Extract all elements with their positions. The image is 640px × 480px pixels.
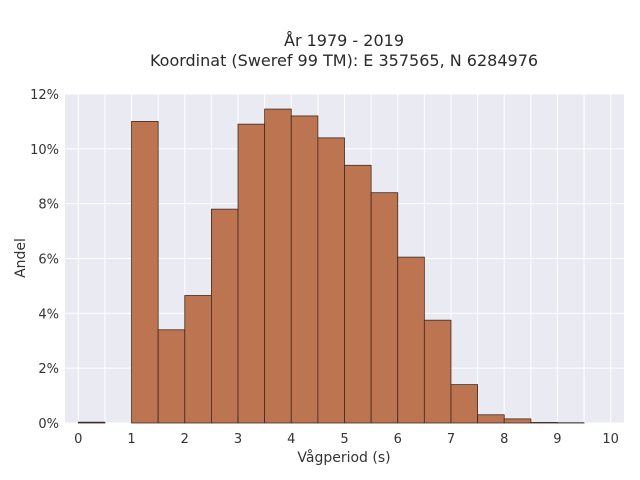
y-tick-label: 6% [38,253,59,268]
histogram-bar [290,115,319,424]
histogram-bar [237,123,266,424]
chart-subtitle: Koordinat (Sweref 99 TM): E 357565, N 62… [150,51,538,70]
histogram-bar [477,414,505,424]
y-tick-label: 4% [38,307,59,322]
x-tick-label: 5 [340,432,348,447]
histogram-bar [184,295,212,424]
x-tick-label: 9 [553,432,561,447]
y-axis-label: Andel [13,238,29,278]
x-tick-label: 6 [394,432,402,447]
histogram-bar [264,108,292,424]
x-tick-label: 8 [500,432,508,447]
x-tick-label: 0 [74,432,82,447]
histogram-bar [503,418,532,424]
x-tick-label: 1 [127,432,135,447]
x-tick-labels: 0 1 2 3 4 5 6 7 8 9 10 [74,432,619,447]
histogram-bar [370,192,399,424]
y-tick-labels: 0% 2% 4% 6% 8% 10% 12% [30,88,59,432]
x-tick-label: 2 [181,432,189,447]
histogram-bar [397,256,425,424]
y-tick-label: 0% [38,417,59,432]
x-axis-label: Vågperiod (s) [297,449,390,466]
histogram-bar [77,421,106,424]
y-tick-label: 2% [38,362,59,377]
bars [77,108,585,424]
x-tick-label: 10 [602,432,619,447]
histogram-bar [211,208,239,424]
y-tick-label: 12% [30,88,59,103]
x-tick-label: 4 [287,432,295,447]
histogram-bar [131,121,159,424]
histogram-bar [530,422,558,424]
y-tick-label: 8% [38,198,59,213]
histogram-bar [344,164,372,424]
histogram-bar [317,137,345,424]
histogram-bar [157,329,186,424]
x-tick-label: 3 [234,432,242,447]
histogram-bar [450,384,478,424]
x-tick-label: 7 [447,432,455,447]
y-tick-label: 10% [30,143,59,158]
histogram-bar [423,319,452,424]
chart-title: År 1979 - 2019 [284,31,404,50]
